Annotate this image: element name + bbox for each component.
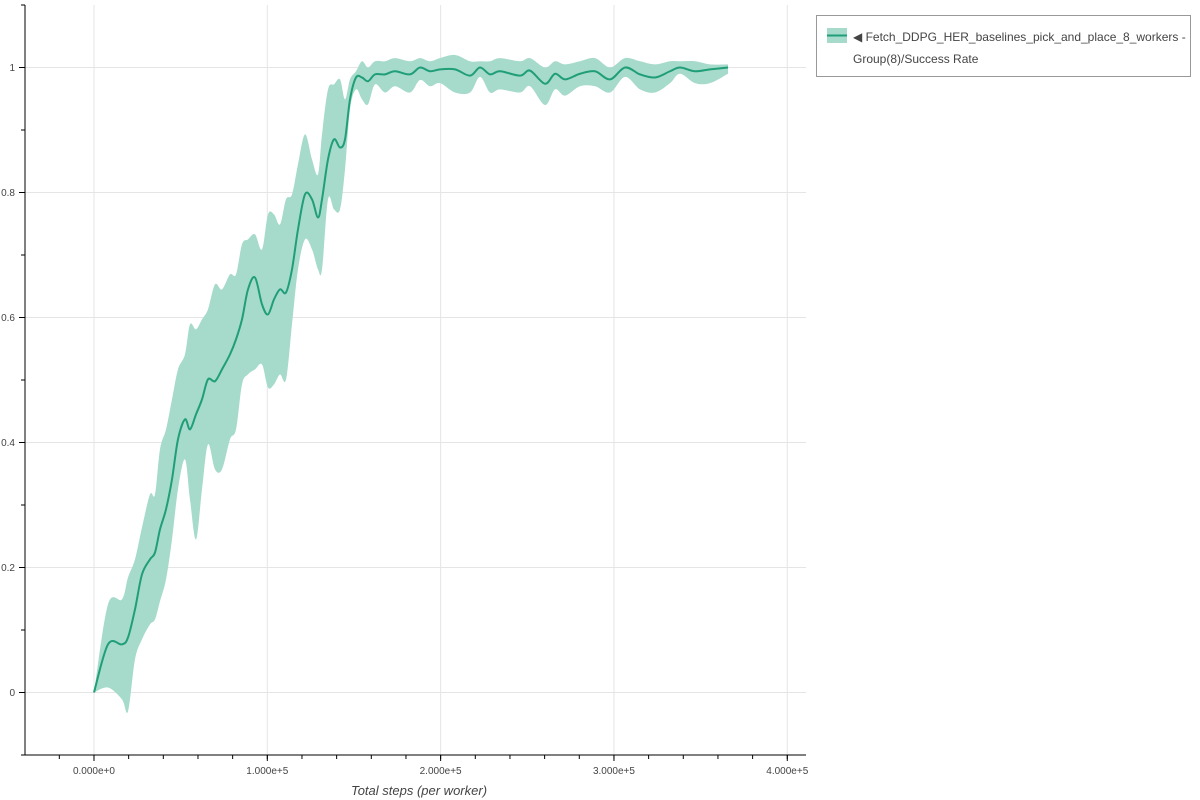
- x-tick-label: 2.000e+5: [420, 766, 462, 777]
- x-axis-title: Total steps (per worker): [351, 783, 487, 798]
- x-tick-label: 3.000e+5: [593, 766, 635, 777]
- legend-swatch-icon: [827, 28, 847, 43]
- legend[interactable]: ◀ Fetch_DDPG_HER_baselines_pick_and_plac…: [816, 15, 1191, 77]
- axes: [24, 5, 806, 756]
- y-tick-label: 0.4: [1, 438, 15, 449]
- series-mean-line: [93, 66, 729, 693]
- y-axis-ticks: 0 0.2 0.4 0.6 0.8 1: [1, 4, 25, 756]
- y-tick-label: 0: [9, 688, 15, 699]
- x-tick-label: 0.000e+0: [73, 766, 115, 777]
- y-tick-label: 1: [9, 63, 15, 74]
- grid: [25, 5, 806, 755]
- x-tick-label: 4.000e+5: [766, 766, 808, 777]
- x-tick-label: 1.000e+5: [246, 766, 288, 777]
- series-confidence-band: [93, 54, 729, 713]
- y-tick-label: 0.8: [1, 188, 15, 199]
- legend-item-label[interactable]: ◀ Fetch_DDPG_HER_baselines_pick_and_plac…: [853, 30, 1186, 66]
- y-tick-label: 0.6: [1, 313, 15, 324]
- x-axis-ticks: 0.000e+0 1.000e+5 2.000e+5 3.000e+5 4.000e+5: [58, 755, 809, 777]
- y-tick-label: 0.2: [1, 563, 15, 574]
